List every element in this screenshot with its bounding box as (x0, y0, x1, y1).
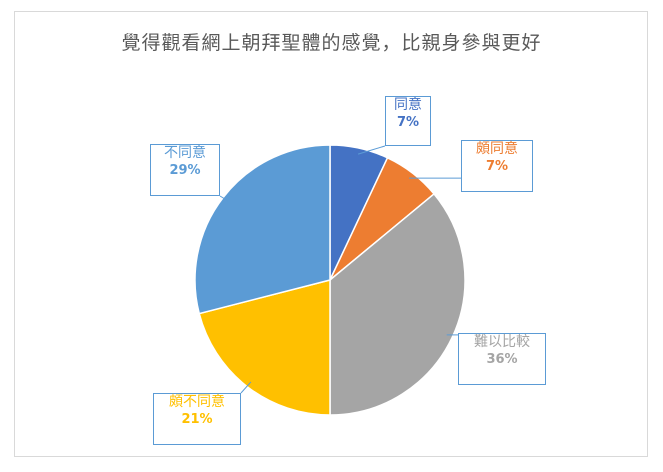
data-label-value: 7% (396, 114, 420, 130)
data-label-category: 難以比較 (474, 334, 530, 350)
chart-title: 覺得觀看網上朝拜聖體的感覺，比親身參與更好 (121, 32, 542, 54)
slice-disagree (194, 144, 331, 315)
slice-hard-to-compare (329, 192, 466, 416)
data-label-category: 不同意 (164, 145, 206, 161)
data-label-somewhat-disagree: 頗不同意 21% (153, 393, 241, 445)
data-label-somewhat-agree: 頗同意 7% (461, 140, 533, 192)
data-label-category: 頗不同意 (169, 394, 225, 410)
leader-line (240, 381, 252, 394)
data-label-hard-to-compare: 難以比較 36% (458, 333, 546, 385)
data-label-value: 36% (486, 351, 518, 367)
data-label-category: 頗同意 (476, 141, 518, 157)
data-label-value: 21% (181, 411, 213, 427)
leader-line (357, 145, 386, 155)
data-label-value: 7% (485, 158, 509, 174)
leader-line (219, 195, 229, 202)
data-label-category: 同意 (394, 97, 422, 113)
data-label-disagree: 不同意 29% (150, 144, 220, 196)
data-label-value: 29% (169, 162, 201, 178)
data-label-agree: 同意 7% (385, 96, 431, 146)
